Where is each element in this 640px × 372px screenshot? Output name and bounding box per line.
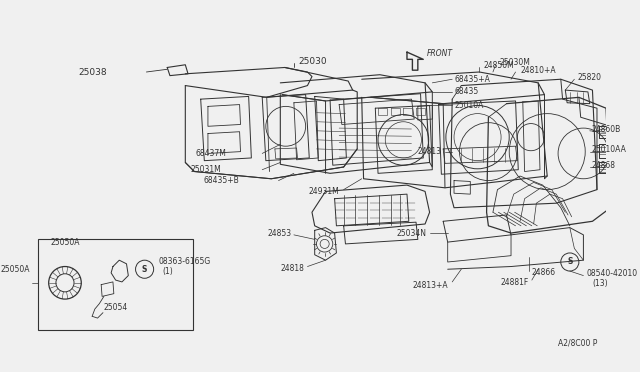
Text: 25050A: 25050A [50,238,80,247]
Text: 25010AA: 25010AA [591,145,627,154]
Text: 25010A: 25010A [454,101,483,110]
Text: FRONT: FRONT [427,49,453,58]
Text: 25030: 25030 [298,57,327,65]
Text: 24881F: 24881F [501,278,529,287]
Text: 24813: 24813 [417,147,442,156]
Text: 08363-6165G: 08363-6165G [158,257,211,266]
Bar [38,239,193,330]
Text: (13): (13) [593,279,608,288]
Text: 25820: 25820 [577,73,601,82]
Text: 24868: 24868 [591,161,616,170]
Text: 08540-42010: 08540-42010 [586,269,637,278]
Text: 68435+B: 68435+B [204,176,239,185]
Text: S: S [567,257,573,266]
Text: 68435: 68435 [454,87,478,96]
Text: 25030M: 25030M [499,58,530,67]
Text: (1): (1) [163,267,173,276]
Text: 25034N: 25034N [397,228,427,238]
Text: 24813+A: 24813+A [412,281,448,290]
Text: 25050A: 25050A [0,265,29,274]
Text: 25038: 25038 [78,67,107,77]
Text: 25031M: 25031M [191,165,221,174]
Text: 24818: 24818 [281,264,305,273]
Text: S: S [142,265,147,274]
Text: 68435+A: 68435+A [454,75,490,84]
Text: 24931M: 24931M [308,187,339,196]
Text: 24853: 24853 [267,228,291,238]
Text: A2/8C00 P: A2/8C00 P [557,339,597,348]
Text: 24866: 24866 [532,268,556,278]
Text: 68437M: 68437M [195,149,226,158]
Text: 24850M: 24850M [484,61,515,70]
Text: 25054: 25054 [104,303,128,312]
Text: 24810+A: 24810+A [520,66,556,75]
Text: 24860B: 24860B [591,125,621,134]
